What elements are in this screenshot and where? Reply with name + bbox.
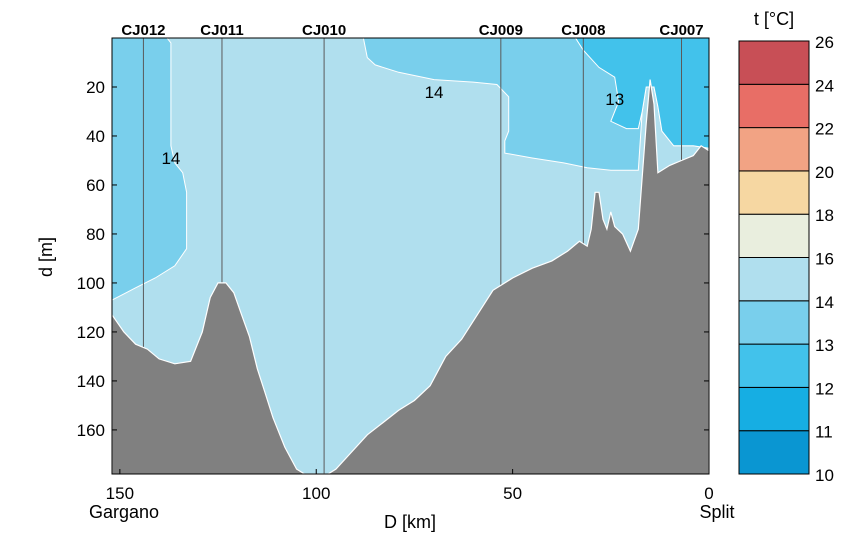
contour-label-1: 13	[605, 90, 624, 109]
y-tick-label: 120	[77, 323, 105, 342]
y-axis-label: d [m]	[36, 237, 56, 277]
colorbar-tick-10: 10	[815, 466, 834, 485]
y-tick-label: 40	[86, 127, 105, 146]
station-label-cj011: CJ011	[200, 22, 243, 39]
isotherm-13-region	[574, 38, 709, 149]
colorbar-segment-20	[738, 127, 810, 172]
y-tick-label: 20	[86, 78, 105, 97]
endpoint-right-label: Split	[699, 502, 734, 522]
y-tick-label: 80	[86, 225, 105, 244]
colorbar-segment-12	[738, 343, 810, 388]
colorbar-tick-14: 14	[815, 293, 834, 312]
y-tick-label: 160	[77, 421, 105, 440]
colorbar-segment-13	[738, 300, 810, 345]
colorbar-segment-10	[738, 430, 810, 475]
colorbar-segment-16	[738, 213, 810, 258]
colorbar-tick-22: 22	[815, 120, 834, 139]
station-label-cj008: CJ008	[561, 22, 605, 39]
station-label-cj010: CJ010	[302, 22, 346, 39]
x-axis-ticks: 150 100 50 0	[106, 469, 714, 503]
temperature-colorbar: 10 11 12 13 14 16 18 20 22 24 26	[738, 33, 834, 485]
colorbar-segment-11	[738, 386, 810, 432]
station-label-cj007: CJ007	[659, 22, 703, 39]
contour-label-2: 14	[161, 149, 180, 168]
colorbar-segment-14	[738, 257, 810, 302]
x-tick-label: 0	[704, 484, 713, 503]
contour-label-0: 14	[425, 83, 444, 102]
station-labels: CJ012 CJ011 CJ010 CJ009 CJ008 CJ007	[121, 22, 703, 39]
station-label-cj012: CJ012	[121, 22, 165, 39]
colorbar-tick-12: 12	[815, 379, 834, 398]
colorbar-tick-20: 20	[815, 163, 834, 182]
colorbar-segment-22	[738, 83, 810, 129]
x-tick-label: 50	[503, 484, 522, 503]
y-tick-label: 60	[86, 176, 105, 195]
colorbar-segment-18	[738, 170, 810, 215]
station-label-cj009: CJ009	[479, 22, 523, 39]
plot-frame	[111, 37, 710, 475]
contour-labels: 14 13 14	[161, 83, 624, 168]
x-tick-label: 150	[106, 484, 134, 503]
y-axis-ticks: 20 40 60 80 100 120 140 160	[77, 78, 709, 440]
endpoint-left-label: Gargano	[89, 502, 159, 522]
colorbar-tick-26: 26	[815, 33, 834, 52]
x-axis-label: D [km]	[384, 512, 436, 532]
colorbar-tick-13: 13	[815, 336, 834, 355]
colorbar-tick-24: 24	[815, 76, 834, 95]
isotherm-14-left-region	[112, 38, 188, 301]
y-tick-label: 100	[77, 274, 105, 293]
colorbar-segment-24	[738, 40, 810, 85]
colorbar-title: t [°C]	[754, 9, 794, 29]
colorbar-tick-16: 16	[815, 250, 834, 269]
x-tick-label: 100	[302, 484, 330, 503]
y-tick-label: 140	[77, 372, 105, 391]
colorbar-tick-18: 18	[815, 206, 834, 225]
colorbar-tick-11: 11	[815, 423, 833, 442]
seafloor-bathymetry	[112, 79, 709, 474]
